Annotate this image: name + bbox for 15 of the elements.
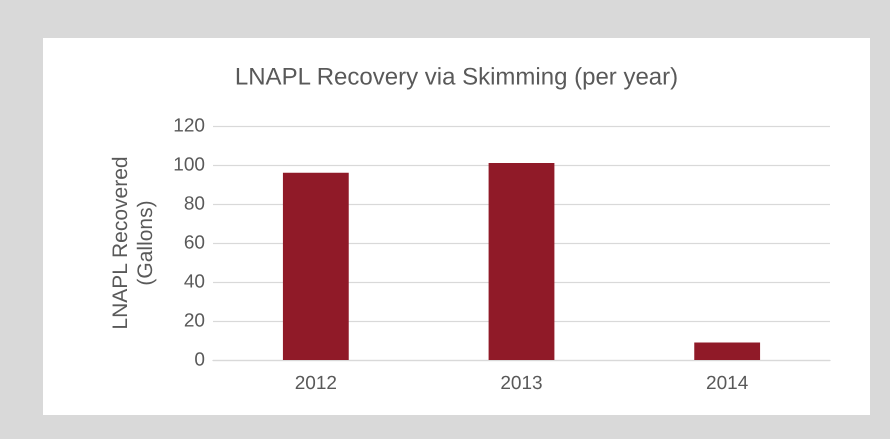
y-tick-label: 100 xyxy=(173,154,205,176)
bar xyxy=(694,342,760,360)
y-tick-label: 40 xyxy=(184,272,205,292)
x-tick-label: 2014 xyxy=(706,373,749,394)
chart-title: LNAPL Recovery via Skimming (per year) xyxy=(234,64,678,90)
bar xyxy=(488,163,554,360)
y-tick-label: 120 xyxy=(173,116,205,136)
x-tick-label: 2013 xyxy=(500,373,543,394)
y-tick-label: 60 xyxy=(184,232,205,254)
bar xyxy=(282,172,349,360)
y-tick-label: 20 xyxy=(184,310,205,332)
y-axis-title: LNAPL Recovered (Gallons) xyxy=(109,156,157,330)
x-tick-label: 2012 xyxy=(294,373,337,394)
y-tick-label: 0 xyxy=(194,350,205,370)
y-tick-label: 80 xyxy=(184,194,205,214)
